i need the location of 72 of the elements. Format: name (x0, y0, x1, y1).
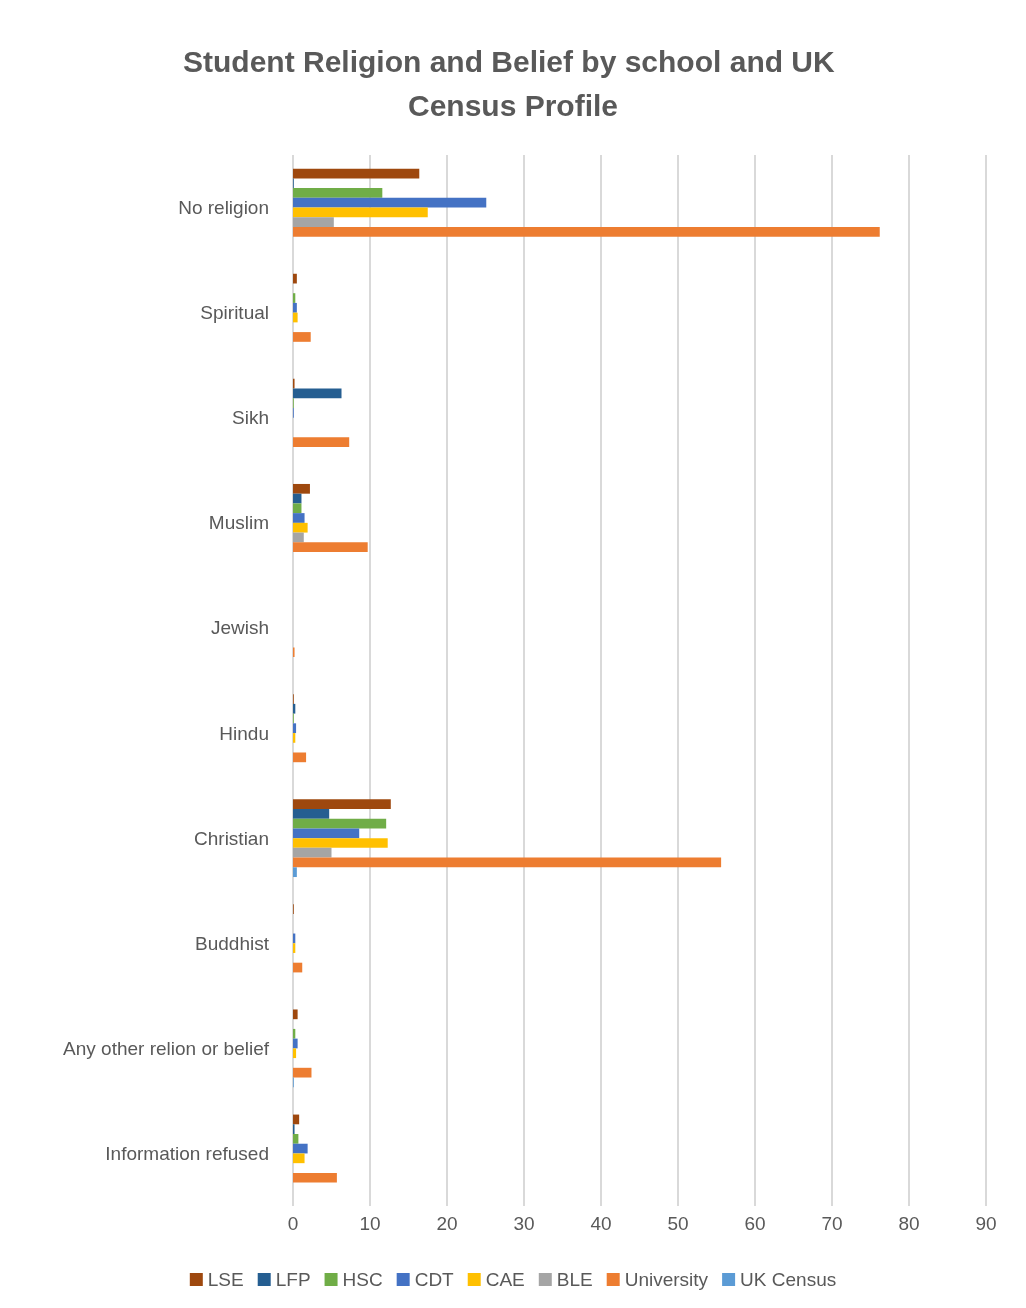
y-tick-label: Information refused (105, 1142, 269, 1164)
legend-label: HSC (342, 1269, 383, 1290)
bar (293, 723, 297, 734)
bar (293, 1114, 300, 1125)
bar (293, 302, 297, 313)
bar (293, 703, 296, 714)
bar (293, 1153, 305, 1164)
x-tick-label: 20 (436, 1213, 458, 1234)
y-tick-label: Any other relion or belief (63, 1037, 270, 1059)
legend-label: University (624, 1269, 709, 1290)
legend-label: BLE (556, 1269, 593, 1290)
bar (293, 752, 307, 763)
y-tick-label: Hindu (219, 722, 269, 744)
bar (293, 847, 332, 858)
y-tick-label: No religion (178, 197, 269, 219)
legend-label: LFP (275, 1269, 311, 1290)
bar (293, 1067, 312, 1078)
bar (293, 838, 388, 848)
bar (293, 226, 880, 237)
x-tick-label: 10 (359, 1213, 381, 1234)
bar (293, 168, 420, 179)
y-tick-label: Christian (194, 827, 269, 849)
x-tick-label: 70 (821, 1213, 843, 1234)
bar (293, 437, 350, 447)
bar (293, 293, 296, 303)
x-tick-label: 40 (590, 1213, 612, 1234)
bar (293, 332, 311, 342)
bar (293, 522, 308, 533)
x-tick-label: 60 (744, 1213, 766, 1234)
bar (293, 799, 391, 809)
bar (293, 1038, 298, 1049)
bar (293, 1172, 337, 1183)
bar (293, 273, 297, 284)
bar (293, 1134, 299, 1144)
bar (293, 217, 334, 227)
bar (293, 962, 303, 973)
y-tick-label: Spiritual (200, 302, 269, 324)
y-tick-label: Buddhist (195, 932, 270, 954)
bar (293, 943, 296, 953)
bar (293, 828, 360, 839)
bar (293, 1143, 308, 1154)
bar (293, 1028, 296, 1039)
bar (293, 808, 330, 819)
x-tick-label: 30 (513, 1213, 535, 1234)
y-tick-label: Sikh (232, 407, 269, 429)
bar (293, 857, 722, 868)
bar (293, 197, 487, 208)
bar (293, 733, 296, 743)
legend-label: CAE (485, 1269, 525, 1290)
bar (293, 513, 305, 523)
bar (293, 818, 387, 829)
x-tick-label: 0 (287, 1213, 299, 1234)
bar (293, 867, 297, 878)
bar (293, 188, 383, 198)
chart-title: Student Religion and Belief by school and UK Census Profile (182, 44, 844, 122)
x-tick-label: 50 (667, 1213, 689, 1234)
bar (293, 207, 428, 218)
bar (293, 503, 302, 514)
bar (293, 532, 304, 543)
legend-label: UK Census (740, 1269, 837, 1290)
bar (293, 388, 342, 399)
x-tick-label: 90 (975, 1213, 997, 1234)
bar (293, 483, 310, 494)
bar (293, 312, 298, 323)
y-tick-label: Muslim (208, 512, 269, 534)
bar (293, 1048, 297, 1059)
legend-label: CDT (414, 1269, 455, 1290)
bar (293, 542, 368, 553)
legend-label: LSE (207, 1269, 244, 1290)
bar (293, 1009, 298, 1020)
x-tick-label: 80 (898, 1213, 920, 1234)
y-tick-label: Jewish (210, 617, 269, 639)
